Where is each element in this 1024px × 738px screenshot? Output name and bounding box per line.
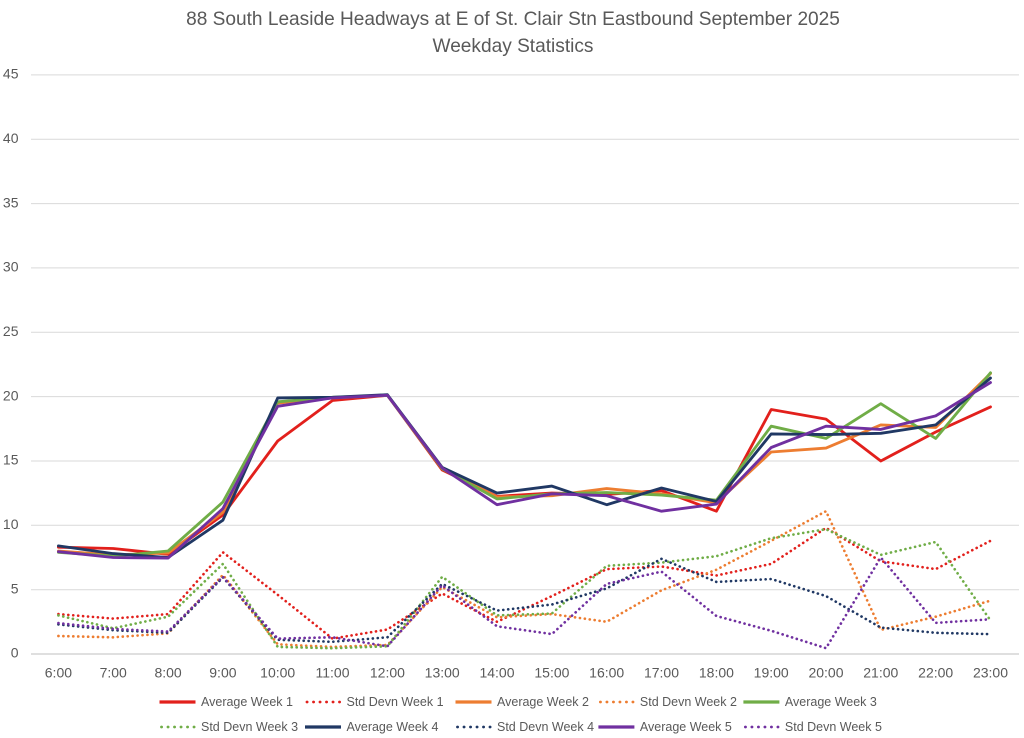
svg-text:Weekday Statistics: Weekday Statistics [433, 36, 594, 57]
svg-text:Average Week 5: Average Week 5 [640, 720, 732, 734]
svg-text:16:00: 16:00 [589, 664, 624, 680]
svg-text:10: 10 [3, 516, 19, 532]
svg-text:Std Devn Week 3: Std Devn Week 3 [201, 720, 298, 734]
svg-text:21:00: 21:00 [863, 664, 898, 680]
svg-text:14:00: 14:00 [479, 664, 514, 680]
svg-text:Average Week 4: Average Week 4 [347, 720, 439, 734]
svg-text:0: 0 [11, 645, 19, 661]
svg-text:7:00: 7:00 [100, 664, 127, 680]
svg-text:23:00: 23:00 [973, 664, 1008, 680]
svg-text:5: 5 [11, 580, 19, 596]
svg-text:20:00: 20:00 [808, 664, 843, 680]
svg-text:18:00: 18:00 [699, 664, 734, 680]
svg-text:6:00: 6:00 [45, 664, 72, 680]
svg-text:Std Devn Week 1: Std Devn Week 1 [347, 695, 444, 709]
svg-text:22:00: 22:00 [918, 664, 953, 680]
svg-text:9:00: 9:00 [209, 664, 236, 680]
svg-text:Std Devn Week 4: Std Devn Week 4 [497, 720, 594, 734]
svg-text:Std Devn Week 2: Std Devn Week 2 [640, 695, 737, 709]
svg-text:10:00: 10:00 [260, 664, 295, 680]
svg-text:Average Week 1: Average Week 1 [201, 695, 293, 709]
svg-text:25: 25 [3, 323, 19, 339]
svg-text:40: 40 [3, 130, 19, 146]
svg-text:35: 35 [3, 194, 19, 210]
svg-text:19:00: 19:00 [754, 664, 789, 680]
svg-text:30: 30 [3, 259, 19, 275]
svg-text:15: 15 [3, 452, 19, 468]
svg-text:15:00: 15:00 [534, 664, 569, 680]
svg-text:11:00: 11:00 [316, 664, 350, 680]
svg-text:8:00: 8:00 [154, 664, 181, 680]
svg-text:20: 20 [3, 387, 19, 403]
svg-text:88 South Leaside Headways at E: 88 South Leaside Headways at E of St. Cl… [186, 9, 840, 30]
svg-text:Std Devn Week 5: Std Devn Week 5 [785, 720, 882, 734]
svg-text:Average Week 3: Average Week 3 [785, 695, 877, 709]
svg-text:12:00: 12:00 [370, 664, 405, 680]
svg-text:17:00: 17:00 [644, 664, 679, 680]
svg-text:45: 45 [3, 66, 19, 82]
svg-text:Average Week 2: Average Week 2 [497, 695, 589, 709]
svg-text:13:00: 13:00 [425, 664, 460, 680]
